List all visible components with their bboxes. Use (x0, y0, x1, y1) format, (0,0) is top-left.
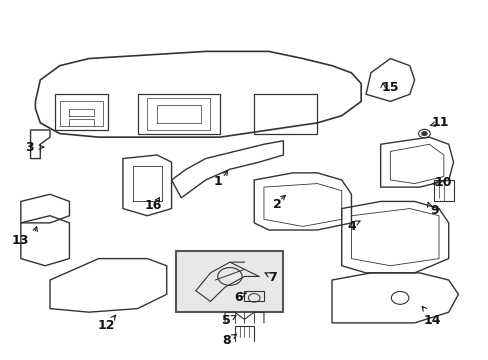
Text: 2: 2 (272, 198, 281, 211)
Text: 4: 4 (346, 220, 355, 233)
Text: 3: 3 (25, 141, 34, 154)
Text: 7: 7 (268, 271, 277, 284)
Text: 11: 11 (430, 116, 448, 129)
Text: 12: 12 (97, 319, 115, 332)
Text: 16: 16 (144, 198, 162, 212)
Text: 10: 10 (433, 176, 451, 189)
Text: 13: 13 (11, 234, 28, 247)
Text: 5: 5 (222, 314, 230, 327)
Text: 8: 8 (222, 333, 230, 347)
Circle shape (421, 131, 427, 136)
Text: 1: 1 (213, 175, 222, 188)
Text: 9: 9 (430, 204, 439, 217)
FancyBboxPatch shape (176, 251, 283, 312)
Text: 6: 6 (234, 291, 243, 304)
Text: 15: 15 (381, 81, 398, 94)
Text: 14: 14 (423, 314, 441, 327)
